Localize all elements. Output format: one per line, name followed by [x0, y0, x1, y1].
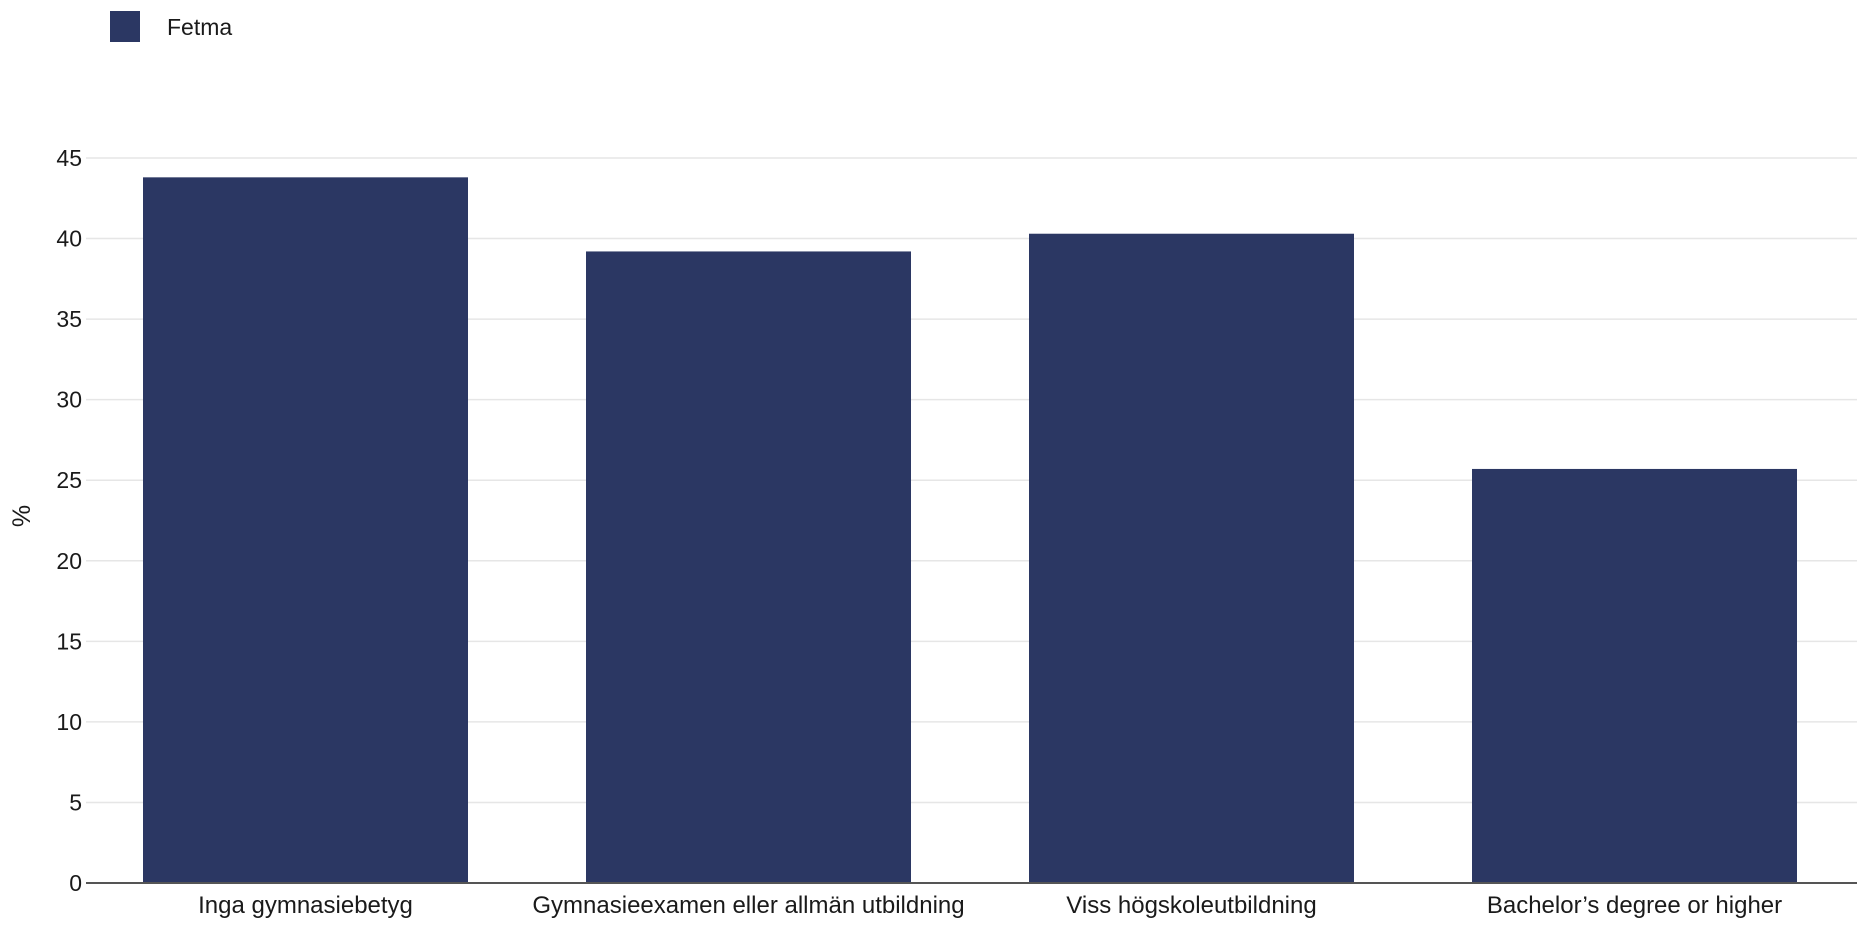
- y-tick-label: 25: [56, 467, 82, 493]
- y-tick-label: 30: [56, 387, 82, 413]
- legend-swatch-fetma: [110, 11, 140, 42]
- y-tick-label: 45: [56, 145, 82, 171]
- x-tick-label: Bachelor’s degree or higher: [1487, 892, 1782, 919]
- bar: [1029, 233, 1354, 883]
- x-axis-ticks: Inga gymnasiebetyg Gymnasieexamen eller a…: [198, 892, 1782, 919]
- y-tick-label: 15: [56, 628, 82, 654]
- y-tick-label: 5: [69, 789, 82, 815]
- legend-label-fetma: Fetma: [167, 14, 232, 40]
- legend: Fetma: [110, 11, 232, 42]
- y-tick-label: 40: [56, 226, 82, 252]
- y-tick-label: 20: [56, 548, 82, 574]
- bar: [143, 177, 468, 884]
- bar: [1472, 468, 1797, 883]
- x-tick-label: Gymnasieexamen eller allmän utbildning: [532, 892, 964, 919]
- bar: [586, 251, 911, 883]
- y-axis-ticks: 0 5 10 15 20 25 30 35 40 45: [56, 145, 82, 896]
- x-tick-label: Inga gymnasiebetyg: [198, 892, 413, 919]
- y-tick-label: 0: [69, 870, 82, 896]
- y-tick-label: 35: [56, 306, 82, 332]
- y-tick-label: 10: [56, 709, 82, 735]
- bars: [143, 177, 1797, 884]
- x-tick-label: Viss högskoleutbildning: [1066, 892, 1316, 919]
- y-axis-label: %: [8, 505, 36, 527]
